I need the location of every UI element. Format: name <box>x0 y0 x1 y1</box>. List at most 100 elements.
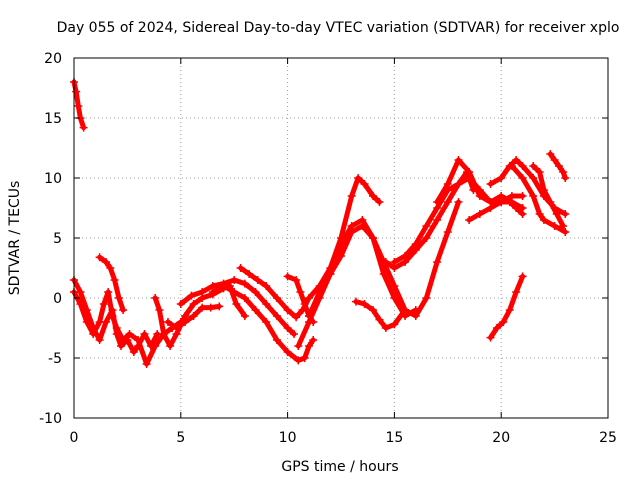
data-point <box>76 300 85 308</box>
data-point <box>552 210 561 218</box>
data-point <box>304 342 313 350</box>
data-point <box>251 306 260 314</box>
data-point <box>163 318 172 326</box>
data-point <box>539 186 548 194</box>
data-point <box>283 348 292 356</box>
y-tick-label: 5 <box>53 231 62 247</box>
data-point <box>518 162 527 170</box>
series-trace <box>295 217 419 349</box>
data-point <box>454 198 463 206</box>
x-axis-title: GPS time / hours <box>281 459 398 475</box>
data-point <box>89 330 98 338</box>
data-point <box>151 294 160 302</box>
series-layer <box>70 78 570 368</box>
data-point <box>507 162 516 170</box>
series-arc-1 <box>70 78 88 132</box>
data-point <box>134 336 143 344</box>
data-point <box>187 291 196 300</box>
y-tick-label: 0 <box>53 291 62 307</box>
data-point <box>381 258 390 266</box>
x-tick-label: 15 <box>385 430 403 446</box>
data-point <box>129 348 138 356</box>
data-point <box>236 264 245 272</box>
series-arc-8 <box>208 282 318 365</box>
data-point <box>104 288 113 296</box>
data-point <box>159 330 168 338</box>
data-point <box>559 168 568 176</box>
data-point <box>198 288 207 296</box>
data-point <box>351 297 360 306</box>
chart-title: Day 055 of 2024, Sidereal Day-to-day VTE… <box>57 20 620 36</box>
y-axis-title: SDTVAR / TECUs <box>7 181 23 296</box>
data-point <box>497 198 506 206</box>
data-point <box>230 276 239 284</box>
x-tick-label: 10 <box>279 430 297 446</box>
data-point <box>215 302 224 311</box>
data-point <box>375 198 384 206</box>
data-point <box>337 240 345 248</box>
data-point <box>475 192 484 200</box>
data-point <box>181 318 190 326</box>
data-point <box>326 270 335 278</box>
data-point <box>272 294 281 302</box>
x-tick-label: 5 <box>176 430 185 446</box>
data-point <box>390 264 399 272</box>
data-point <box>512 288 521 296</box>
y-tick-label: 20 <box>44 51 62 67</box>
x-tick-label: 0 <box>70 430 79 446</box>
data-point <box>369 192 378 200</box>
data-point <box>390 320 399 329</box>
data-point <box>95 336 104 344</box>
data-point <box>505 306 514 314</box>
data-point <box>283 324 292 332</box>
series-trace <box>466 199 526 223</box>
y-tick-label: 10 <box>44 171 62 187</box>
data-point <box>518 174 527 182</box>
data-point <box>535 210 544 218</box>
data-point <box>240 279 249 288</box>
data-point <box>347 222 356 230</box>
y-tick-label: 15 <box>44 111 62 127</box>
data-point <box>401 306 410 314</box>
series-arc-17 <box>465 198 527 224</box>
data-point <box>529 174 538 182</box>
data-point <box>499 318 508 326</box>
data-point <box>443 198 452 206</box>
data-point <box>518 210 527 218</box>
data-point <box>142 360 151 368</box>
data-point <box>294 342 303 350</box>
data-point <box>546 150 555 158</box>
data-point <box>253 276 262 284</box>
data-point <box>240 312 249 320</box>
series-trace <box>530 163 566 229</box>
data-point <box>492 324 501 332</box>
data-point <box>300 300 309 308</box>
series-arc-20 <box>507 162 570 236</box>
series-arc-12 <box>294 216 420 350</box>
data-point <box>102 258 111 266</box>
data-point <box>283 272 292 281</box>
data-point <box>539 216 548 224</box>
series-arc-18 <box>486 272 527 342</box>
data-point <box>411 306 420 314</box>
data-point <box>512 204 521 212</box>
data-point <box>358 216 367 224</box>
data-point <box>155 306 164 314</box>
data-point <box>465 216 474 224</box>
data-point <box>550 156 559 164</box>
data-point <box>454 156 463 164</box>
data-point <box>116 342 125 350</box>
data-point <box>465 168 474 176</box>
data-point <box>262 318 271 326</box>
data-point <box>360 180 369 188</box>
data-point <box>300 354 309 362</box>
data-point <box>296 288 305 296</box>
data-point <box>272 336 281 344</box>
data-point <box>497 174 506 182</box>
data-point <box>559 222 568 230</box>
data-point <box>251 288 260 296</box>
data-point <box>422 294 431 302</box>
series-arc-4 <box>95 253 128 314</box>
